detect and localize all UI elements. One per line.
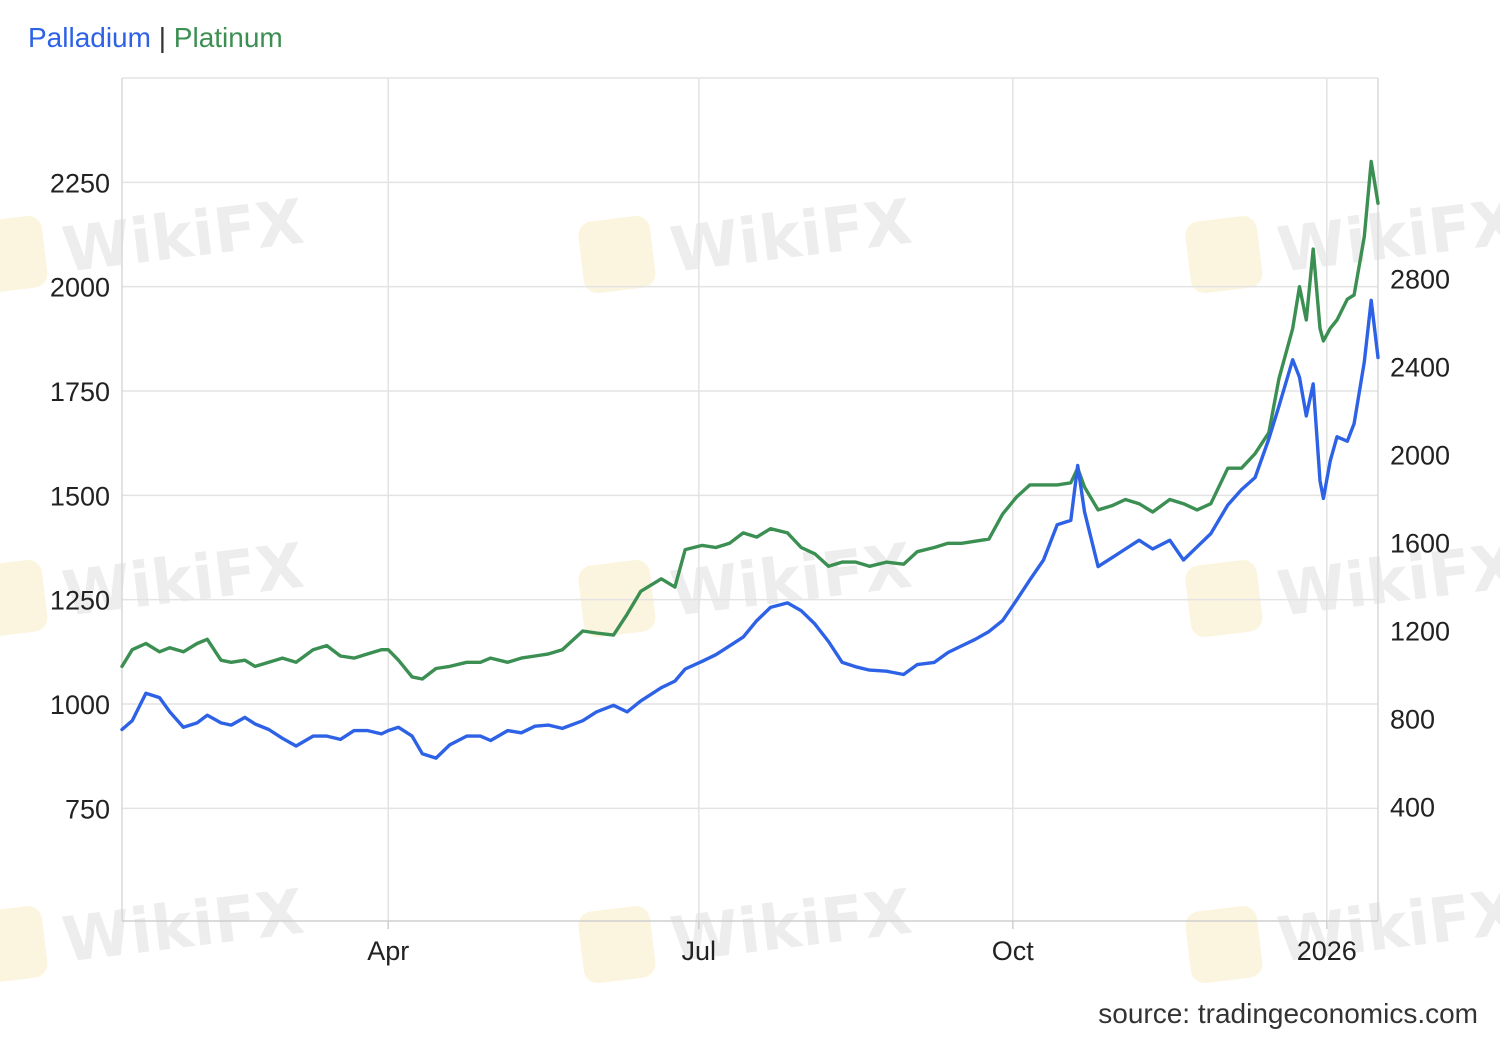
y-left-tick-label: 1250 xyxy=(50,586,110,616)
watermark: WikiFX xyxy=(578,185,916,294)
y-right-tick-label: 2400 xyxy=(1390,352,1450,382)
watermark-logo-icon xyxy=(0,906,48,984)
y-left-tick-label: 2000 xyxy=(50,273,110,303)
watermark: WikiFX xyxy=(0,875,308,984)
y-right-tick-label: 2800 xyxy=(1390,264,1450,294)
legend-separator: | xyxy=(158,22,167,53)
watermark-logo-icon xyxy=(578,560,656,638)
legend-palladium[interactable]: Palladium xyxy=(28,22,151,53)
source-credit: source: tradingeconomics.com xyxy=(1098,998,1478,1029)
legend-platinum[interactable]: Platinum xyxy=(173,22,283,53)
watermark: WikiFX xyxy=(578,875,916,984)
y-right-tick-label: 1600 xyxy=(1390,528,1450,558)
watermark-logo-icon xyxy=(1185,216,1263,294)
chart-legend: Palladium | Platinum xyxy=(28,22,283,54)
axis-ticks: 750 1000 1250 1500 1750 2000 2250 400 800 1200 160… xyxy=(50,168,1450,966)
watermark: WikiFX xyxy=(1185,875,1500,984)
x-tick-label: Jul xyxy=(682,936,717,966)
watermark: WikiFX xyxy=(0,185,308,294)
y-left-tick-label: 1000 xyxy=(50,690,110,720)
x-tick-label: Oct xyxy=(992,936,1035,966)
watermark-text: WikiFX xyxy=(1273,529,1500,631)
watermark-logo-icon xyxy=(1185,560,1263,638)
watermark-text: WikiFX xyxy=(1273,185,1500,287)
watermark-logo-icon xyxy=(0,216,48,294)
watermark: WikiFX xyxy=(1185,185,1500,294)
y-right-tick-label: 2000 xyxy=(1390,440,1450,470)
watermark-text: WikiFX xyxy=(58,875,307,977)
watermark-logo-icon xyxy=(578,216,656,294)
series-line-palladium[interactable] xyxy=(120,298,1380,760)
watermark-logo-icon xyxy=(578,906,656,984)
y-left-tick-label: 1500 xyxy=(50,481,110,511)
y-left-tick-label: 2250 xyxy=(50,168,110,198)
watermark-layer: WikiFX WikiFX WikiFX WikiFX WikiFX WikiFX Wiki… xyxy=(0,185,1500,984)
watermark: WikiFX xyxy=(578,529,916,638)
y-right-tick-label: 1200 xyxy=(1390,616,1450,646)
y-left-tick-label: 1750 xyxy=(50,377,110,407)
chart-grid xyxy=(121,77,1379,929)
watermark: WikiFX xyxy=(0,529,308,638)
x-tick-label: 2026 xyxy=(1297,936,1357,966)
y-right-tick-label: 800 xyxy=(1390,705,1435,735)
y-right-tick-label: 400 xyxy=(1390,793,1435,823)
watermark: WikiFX xyxy=(1185,529,1500,638)
watermark-logo-icon xyxy=(0,560,48,638)
x-tick-label: Apr xyxy=(367,936,409,966)
watermark-text: WikiFX xyxy=(58,185,307,287)
watermark-logo-icon xyxy=(1185,906,1263,984)
series-line-platinum[interactable] xyxy=(120,159,1380,681)
watermark-text: WikiFX xyxy=(666,185,915,287)
y-left-tick-label: 750 xyxy=(65,794,110,824)
series-lines xyxy=(120,159,1380,760)
